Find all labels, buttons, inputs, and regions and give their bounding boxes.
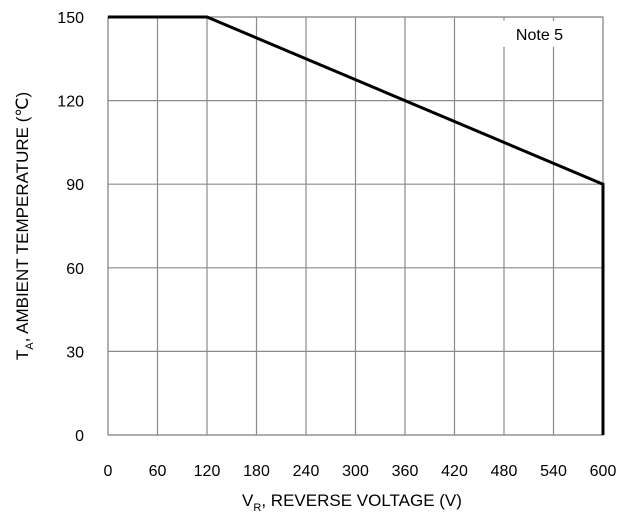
x-tick-label: 180: [243, 463, 270, 480]
note-label: Note 5: [516, 27, 563, 44]
x-axis-label-main: V: [242, 491, 254, 510]
x-axis-label-sub: R: [253, 502, 261, 514]
y-tick-label: 150: [57, 10, 84, 27]
note-background: [497, 20, 582, 47]
x-axis-label: VR, REVERSE VOLTAGE (V): [242, 491, 462, 514]
x-tick-label: 240: [293, 463, 320, 480]
y-tick-label: 120: [57, 94, 84, 111]
y-tick-label: 90: [66, 177, 84, 194]
y-tick-labels: 0 30 60 90 120 150: [57, 10, 84, 445]
x-tick-label: 600: [590, 463, 617, 480]
x-tick-label: 300: [342, 463, 369, 480]
x-tick-label: 360: [392, 463, 419, 480]
x-tick-label: 120: [194, 463, 221, 480]
y-axis-label: TA, AMBIENT TEMPERATURE (℃): [13, 92, 36, 360]
derating-curve: [108, 15, 605, 435]
y-axis-label-main: T: [13, 350, 32, 360]
y-axis-label-sub: A: [24, 342, 36, 350]
y-tick-label: 30: [66, 344, 84, 361]
x-tick-label: 60: [149, 463, 167, 480]
annotations: Note 5: [497, 20, 582, 47]
y-axis-label-rest: , AMBIENT TEMPERATURE (℃): [13, 92, 32, 343]
x-axis-label-rest: , REVERSE VOLTAGE (V): [261, 491, 462, 510]
y-tick-label: 60: [66, 261, 84, 278]
x-tick-label: 480: [491, 463, 518, 480]
series: [108, 15, 605, 435]
x-tick-labels: 0 60 120 180 240 300 360 420 480 540 600: [104, 463, 617, 480]
y-tick-label: 0: [75, 428, 84, 445]
x-tick-label: 420: [441, 463, 468, 480]
x-tick-label: 540: [540, 463, 567, 480]
x-tick-label: 0: [104, 463, 113, 480]
